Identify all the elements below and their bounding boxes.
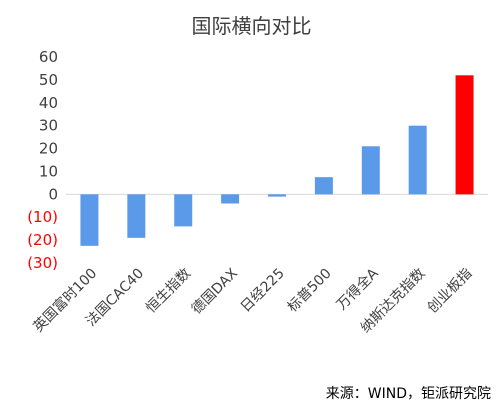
y-tick-label: (10) <box>27 208 58 226</box>
bar <box>174 194 193 227</box>
x-tick-label: 标普500 <box>285 266 335 316</box>
y-tick-label: 0 <box>48 185 58 203</box>
bar <box>80 194 99 246</box>
y-tick-label: 10 <box>39 162 58 180</box>
bars <box>80 75 474 246</box>
bar <box>408 125 427 195</box>
source-note: 来源：WIND，钜派研究院 <box>325 386 491 402</box>
x-tick-label: 万得全A <box>333 265 382 314</box>
y-tick-label: (30) <box>27 254 58 272</box>
bar <box>314 177 333 195</box>
x-tick-label: 恒生指数 <box>143 266 194 317</box>
x-tick-label: 日经225 <box>238 266 288 316</box>
y-tick-label: 30 <box>39 117 58 135</box>
bar <box>361 146 380 195</box>
x-tick-label: 创业板指 <box>424 266 475 317</box>
y-tick-label: 50 <box>39 71 58 89</box>
y-tick-label: 20 <box>39 140 58 158</box>
chart-title: 国际横向对比 <box>191 14 312 38</box>
bar <box>127 194 146 238</box>
bar <box>455 75 474 195</box>
y-tick-label: 40 <box>39 94 58 112</box>
y-tick-label: (20) <box>27 231 58 249</box>
y-tick-label: 60 <box>39 48 58 66</box>
y-axis: 60 50 40 30 20 10 0 (10) (20) (30) <box>27 48 488 272</box>
bar <box>221 194 240 204</box>
x-tick-label: 德国DAX <box>189 265 241 317</box>
bar <box>268 194 286 197</box>
